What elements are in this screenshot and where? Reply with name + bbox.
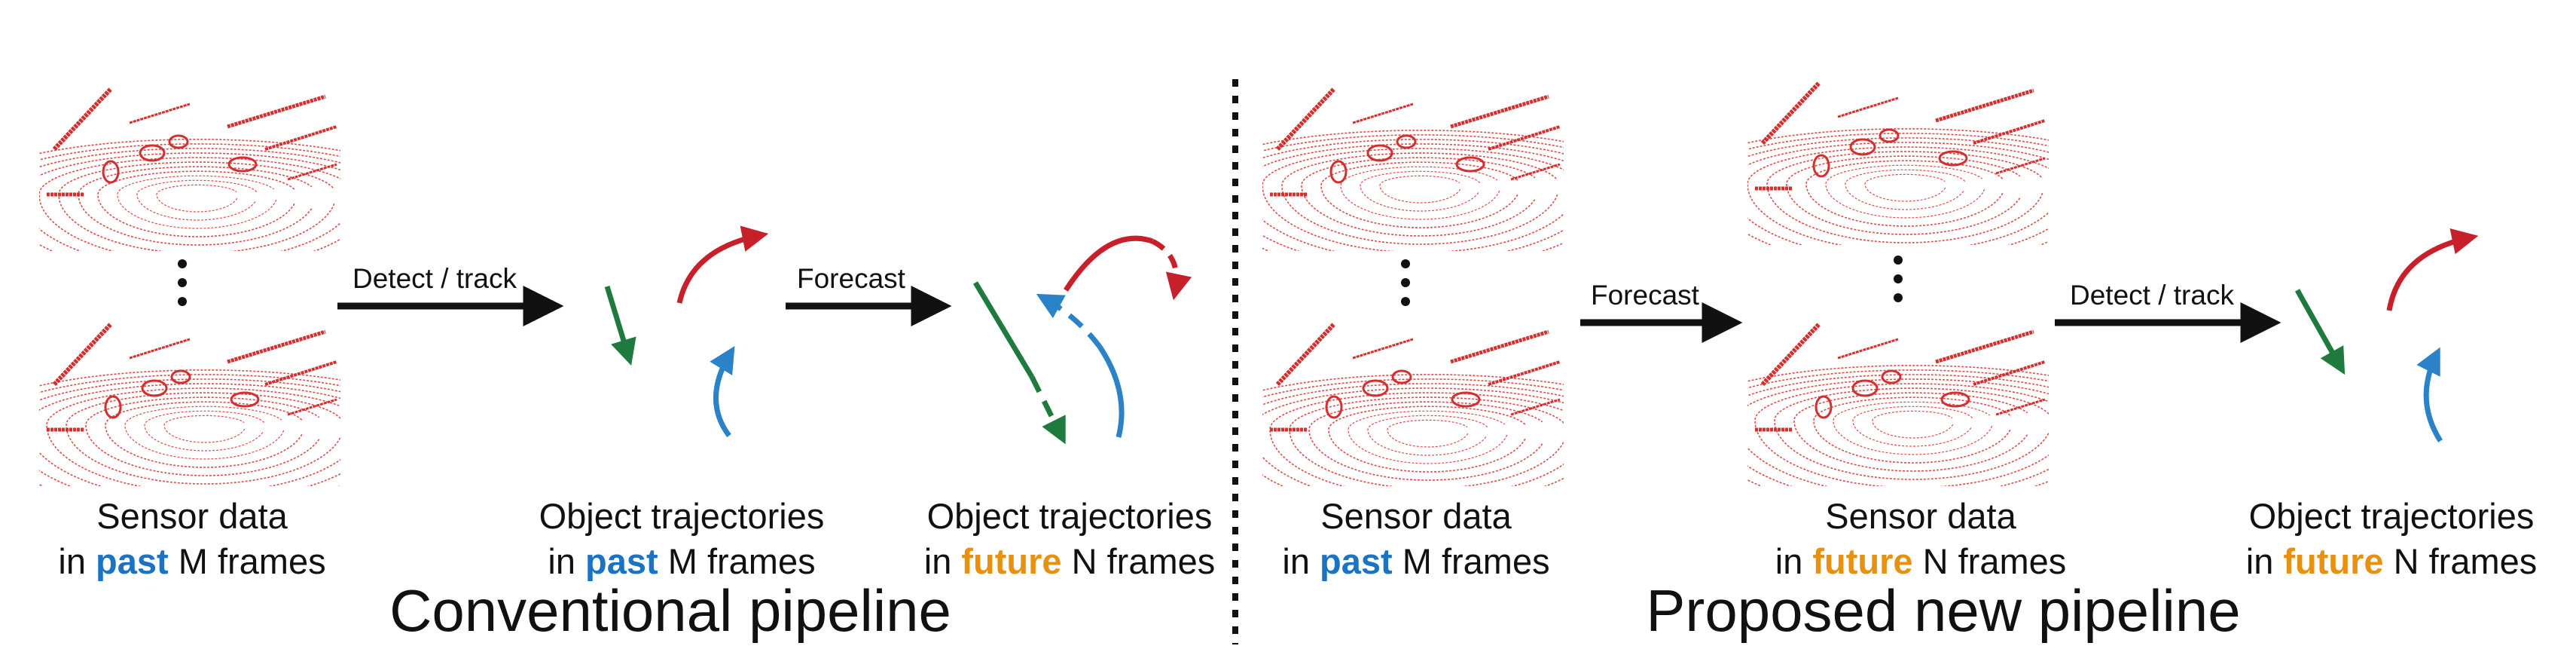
pointcloud-future-first (1747, 75, 2049, 245)
sensor-data-past-label: Sensor data in past M frames (1282, 496, 1550, 581)
pointcloud-future-last (1747, 317, 2049, 486)
frames-ellipsis-icon (1401, 259, 1410, 306)
pointcloud-past-last-proposed (1262, 317, 1564, 486)
trajectories-past-conventional (604, 225, 769, 438)
frames-ellipsis-icon (178, 259, 187, 306)
detect-track-label: Detect / track (353, 263, 517, 294)
frames-ellipsis-icon (1894, 256, 1903, 302)
forecast-label: Forecast (797, 263, 905, 294)
sensor-data-past-label: Sensor data in past M frames (58, 496, 326, 581)
sensor-data-future-label: Sensor data in future N frames (1775, 496, 2067, 581)
trajectories-future-conventional (972, 235, 1192, 445)
pointcloud-past-last (39, 317, 340, 486)
detect-track-label: Detect / track (2070, 280, 2234, 311)
trajectories-future-label: Object trajectories in future N frames (923, 496, 1216, 581)
pointcloud-past-first (39, 81, 340, 251)
section-divider (1232, 79, 1238, 644)
trajectories-past-label: Object trajectories in past M frames (539, 496, 825, 581)
trajectories-future-label: Object trajectories in future N frames (2245, 496, 2538, 581)
conventional-pipeline-title: Conventional pipeline (389, 577, 951, 644)
proposed-pipeline-title: Proposed new pipeline (1646, 577, 2241, 644)
pointcloud-past-first-proposed (1262, 81, 1564, 251)
forecast-label: Forecast (1591, 280, 1699, 311)
trajectories-future-proposed (2294, 228, 2479, 442)
